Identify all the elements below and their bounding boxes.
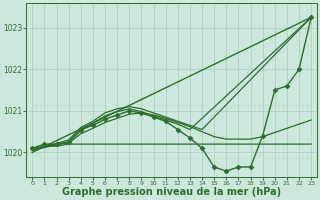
X-axis label: Graphe pression niveau de la mer (hPa): Graphe pression niveau de la mer (hPa) <box>62 187 281 197</box>
